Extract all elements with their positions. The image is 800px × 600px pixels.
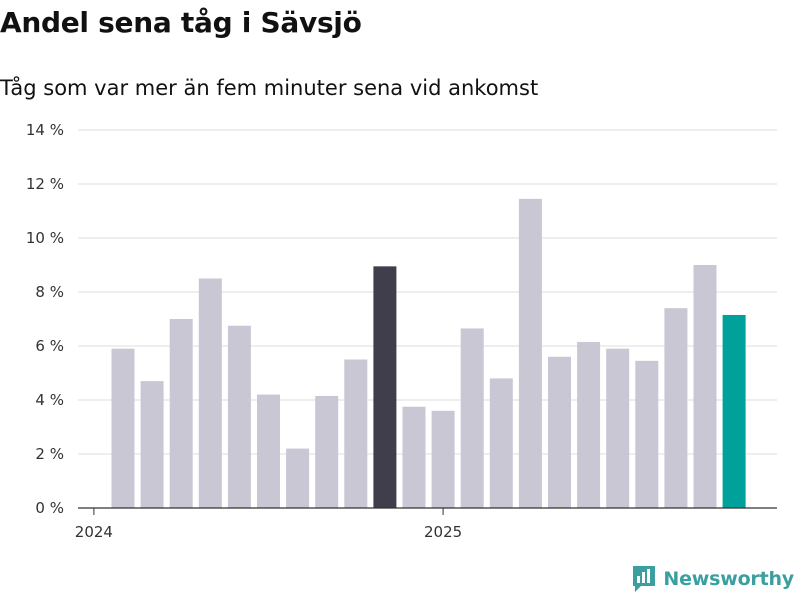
brand-name: Newsworthy (663, 568, 794, 590)
bar-2024-05 (227, 325, 251, 508)
y-tick-label: 6 % (35, 337, 64, 355)
bar-2025-05 (577, 341, 601, 508)
y-tick-label: 12 % (26, 175, 64, 193)
bar-2024-09 (344, 359, 368, 508)
x-tick-label: 2025 (424, 523, 462, 541)
chart-title: Andel sena tåg i Sävsjö (0, 6, 362, 39)
grid-lines (78, 129, 777, 455)
bar-2024-11 (402, 406, 426, 508)
bar-2025-10 (722, 314, 746, 508)
y-tick-label: 0 % (35, 499, 64, 517)
bar-2025-09 (693, 265, 717, 508)
bar-2025-07 (635, 360, 659, 508)
x-axis-labels: 2024 2025 (75, 508, 462, 541)
y-tick-label: 10 % (26, 229, 64, 247)
bar-2024-02 (140, 381, 164, 508)
bar-2025-01 (460, 328, 484, 508)
y-axis-labels: 0 % 2 % 4 % 6 % 8 % 10 % 12 % 14 % (26, 121, 64, 517)
bar-2024-12 (431, 410, 455, 508)
y-tick-label: 2 % (35, 445, 64, 463)
y-tick-label: 14 % (26, 121, 64, 139)
bar-2025-04 (548, 356, 571, 508)
bar-2025-02 (489, 378, 513, 508)
bar-2024-04 (198, 278, 222, 508)
bar-2025-03 (518, 198, 542, 508)
bar-2024-06 (257, 394, 280, 508)
chart-subtitle: Tåg som var mer än fem minuter sena vid … (0, 76, 539, 100)
brand-logo: Newsworthy (631, 564, 794, 594)
newsworthy-logo-icon (633, 566, 656, 592)
bars (111, 198, 746, 508)
bar-2025-08 (664, 308, 688, 508)
bar-2024-10 (373, 266, 397, 508)
bar-2024-08 (315, 395, 339, 508)
bar-chart: 0 % 2 % 4 % 6 % 8 % 10 % 12 % 14 % 2024 2025 (26, 121, 777, 541)
y-tick-label: 4 % (35, 391, 64, 409)
bar-2024-01 (111, 348, 135, 508)
y-tick-label: 8 % (35, 283, 64, 301)
bar-2024-07 (286, 448, 310, 508)
x-tick-label: 2024 (75, 523, 113, 541)
bar-2024-03 (169, 319, 193, 508)
bar-2025-06 (606, 348, 630, 508)
